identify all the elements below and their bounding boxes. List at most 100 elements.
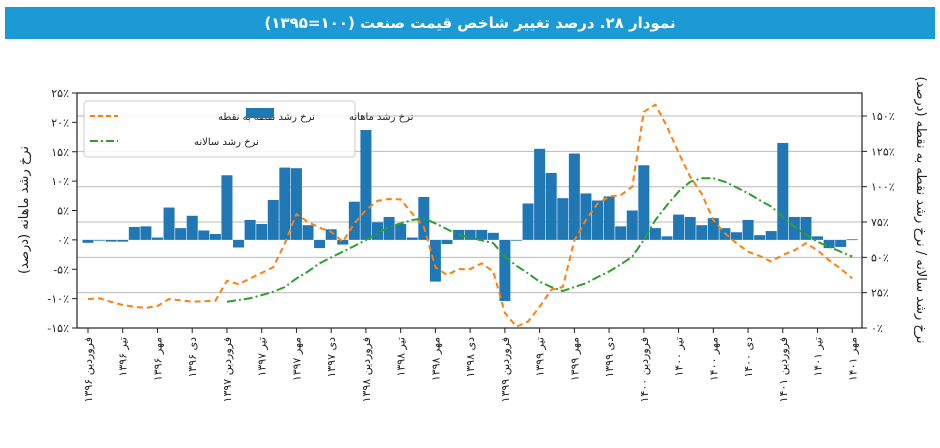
y-right-tick-label: ۱۰۰٪ bbox=[871, 181, 895, 194]
bar bbox=[603, 196, 615, 240]
bar bbox=[105, 239, 117, 242]
x-tick-label: دی ۱۳۹۹ bbox=[603, 337, 616, 378]
bar bbox=[673, 214, 685, 240]
bar bbox=[267, 199, 279, 240]
x-tick-label: دی ۱۴۰۰ bbox=[742, 337, 755, 378]
bar bbox=[742, 219, 754, 240]
y-left-tick-label: ۲۵٪ bbox=[51, 87, 69, 100]
y-right-tick-label: ۵۰٪ bbox=[871, 251, 889, 264]
bar bbox=[788, 216, 800, 240]
y-right-tick-label: ۲۵٪ bbox=[871, 287, 889, 300]
legend-blue-swatch bbox=[246, 108, 274, 118]
point-to-point-line bbox=[87, 103, 853, 328]
bar bbox=[314, 239, 326, 249]
bar bbox=[337, 239, 349, 245]
bar bbox=[626, 210, 638, 240]
y-left-tick-label: ۱۵٪ bbox=[51, 146, 69, 159]
bar bbox=[812, 236, 824, 240]
chart-title: نمودار ۲۸. درصد تغییر شاخص قیمت صنعت (۱۰… bbox=[5, 7, 935, 39]
bar bbox=[499, 239, 511, 301]
x-tick-label: دی ۱۳۹۶ bbox=[186, 337, 199, 378]
bar bbox=[684, 216, 696, 240]
x-tick-label: تیر ۱۳۹۶ bbox=[117, 337, 130, 377]
bar bbox=[545, 172, 557, 240]
annual-line bbox=[226, 177, 853, 303]
lines bbox=[87, 103, 853, 328]
bar bbox=[707, 218, 719, 240]
x-tick-label: تیر ۱۳۹۹ bbox=[534, 337, 547, 377]
bar bbox=[198, 230, 210, 240]
x-tick-label: مهر ۱۳۹۸ bbox=[429, 337, 442, 381]
bar bbox=[429, 239, 441, 282]
x-tick-label: فروردین ۱۴۰۰ bbox=[638, 337, 651, 402]
bar bbox=[383, 216, 395, 240]
bar bbox=[325, 229, 337, 240]
bar bbox=[302, 225, 314, 240]
x-tick-label: تیر ۱۴۰۱ bbox=[812, 337, 825, 377]
bar bbox=[754, 235, 766, 240]
bar bbox=[730, 232, 742, 240]
x-tick-label: فروردین ۱۳۹۹ bbox=[499, 337, 512, 402]
bar bbox=[777, 142, 789, 240]
bar bbox=[592, 200, 604, 240]
bar bbox=[765, 231, 777, 240]
bar bbox=[244, 219, 256, 240]
bar bbox=[175, 228, 187, 240]
y-right-tick-label: ۱۵۰٪ bbox=[871, 110, 895, 123]
bar bbox=[395, 224, 407, 240]
x-tick-label: مهر ۱۳۹۷ bbox=[290, 337, 303, 381]
x-tick-label: تیر ۱۴۰۰ bbox=[673, 337, 686, 377]
bar bbox=[638, 165, 650, 240]
bar bbox=[696, 225, 708, 240]
bar bbox=[835, 239, 847, 247]
bar bbox=[453, 229, 465, 240]
bar bbox=[464, 229, 476, 240]
bar bbox=[186, 215, 198, 240]
legend-label-annual: نرخ رشد سالانه bbox=[194, 137, 259, 148]
bar bbox=[233, 239, 245, 248]
bar bbox=[406, 237, 418, 240]
bar bbox=[348, 201, 360, 240]
y-axis-left-label: نرخ رشد ماهانه (درصد) bbox=[17, 146, 32, 274]
x-tick-label: فروردین ۱۳۹۸ bbox=[360, 337, 373, 402]
bar bbox=[94, 239, 106, 241]
bar bbox=[117, 239, 129, 242]
legend: نرخ رشد نقطه به نقطه نرخ رشد ماهانه نرخ … bbox=[83, 100, 413, 158]
y-right-tick-label: ۰٪ bbox=[871, 322, 883, 335]
y-left-tick-label: -۱۵٪ bbox=[47, 322, 69, 335]
bar bbox=[372, 222, 383, 240]
bar bbox=[661, 236, 673, 240]
axes: ۱۵۰٪ ۱۲۵٪ ۱۰۰٪ ۷۵٪ ۵۰٪ ۲۵٪ ۰٪ ۲۵٪ ۲۰٪ ۱۵٪ ۱۰٪ ۵٪ ۰٪ -… bbox=[47, 87, 894, 402]
bar bbox=[151, 237, 163, 240]
bar bbox=[615, 226, 627, 240]
bar bbox=[534, 148, 546, 240]
bar bbox=[649, 228, 661, 240]
x-tick-label: مهر ۱۳۹۶ bbox=[151, 337, 164, 381]
y-left-tick-label: ۵٪ bbox=[57, 205, 69, 218]
x-tick-label: مهر ۱۳۹۹ bbox=[568, 337, 581, 381]
x-tick-label: دی ۱۳۹۸ bbox=[464, 337, 477, 378]
bar bbox=[800, 216, 812, 240]
bar bbox=[846, 239, 858, 241]
y-left-tick-label: ۲۰٪ bbox=[51, 116, 69, 129]
x-tick-label: تیر ۱۳۹۸ bbox=[395, 337, 408, 377]
bar bbox=[128, 226, 140, 240]
y-axis-right-label: نرخ رشد سالانه / نرخ رشد نقطه به نقطه (د… bbox=[913, 76, 928, 343]
bar bbox=[522, 203, 534, 240]
bar bbox=[279, 167, 291, 240]
bar bbox=[557, 198, 569, 240]
y-left-tick-label: ۰٪ bbox=[57, 234, 69, 247]
bar bbox=[256, 224, 268, 240]
y-left-tick-label: -۵٪ bbox=[53, 263, 69, 276]
y-right-tick-label: ۷۵٪ bbox=[871, 216, 889, 229]
bar bbox=[580, 193, 592, 240]
bar bbox=[140, 226, 152, 240]
x-tick-label: فروردین ۱۴۰۱ bbox=[777, 337, 790, 402]
y-left-tick-label: -۱۰٪ bbox=[47, 293, 69, 306]
legend-label-monthly: نرخ رشد ماهانه bbox=[349, 112, 413, 123]
bar bbox=[163, 207, 175, 240]
bar bbox=[568, 153, 580, 240]
bar bbox=[476, 229, 488, 240]
x-tick-label: تیر ۱۳۹۷ bbox=[256, 337, 269, 377]
